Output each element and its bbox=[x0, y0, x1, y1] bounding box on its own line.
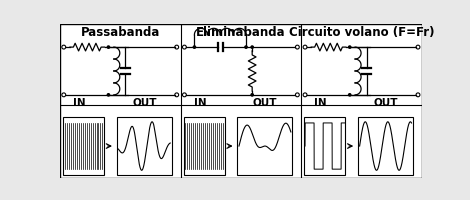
Bar bbox=[237, 117, 292, 175]
Circle shape bbox=[193, 46, 196, 48]
Text: OUT: OUT bbox=[373, 98, 398, 108]
Bar bbox=[63, 117, 104, 175]
Text: IN: IN bbox=[194, 98, 206, 108]
Text: IN: IN bbox=[314, 98, 327, 108]
Text: IN: IN bbox=[73, 98, 86, 108]
Circle shape bbox=[349, 94, 351, 96]
Text: Passabanda: Passabanda bbox=[80, 26, 160, 39]
Circle shape bbox=[107, 46, 110, 48]
Bar bbox=[358, 117, 413, 175]
Bar bbox=[304, 117, 345, 175]
Bar bbox=[117, 117, 172, 175]
Circle shape bbox=[251, 94, 253, 96]
Text: Circuito volano (F=Fr): Circuito volano (F=Fr) bbox=[289, 26, 434, 39]
Circle shape bbox=[251, 46, 253, 48]
Circle shape bbox=[107, 94, 110, 96]
Bar bbox=[184, 117, 225, 175]
Text: OUT: OUT bbox=[132, 98, 157, 108]
Text: OUT: OUT bbox=[253, 98, 277, 108]
Circle shape bbox=[245, 46, 247, 48]
Circle shape bbox=[349, 46, 351, 48]
Text: Eliminabanda: Eliminabanda bbox=[196, 26, 286, 39]
